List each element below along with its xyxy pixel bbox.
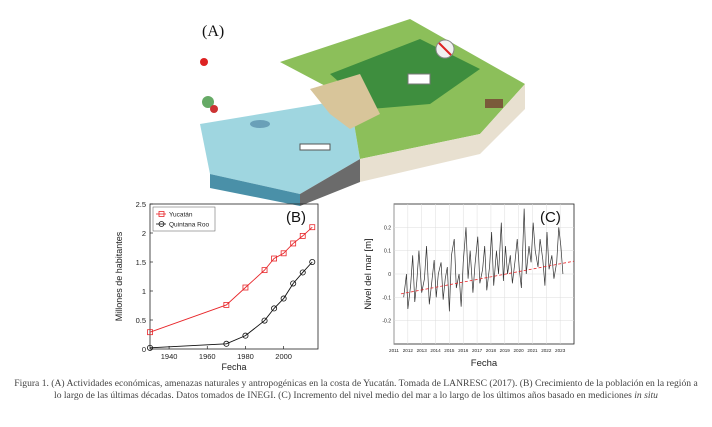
x-tick-label: 2018 [486, 348, 497, 353]
cattle-icon [485, 99, 503, 108]
x-tick-label: 2023 [555, 348, 566, 353]
x-axis-label: Fecha [221, 362, 246, 370]
data-point [147, 329, 153, 336]
data-point [223, 340, 230, 347]
land-side-dark [300, 159, 360, 206]
y-axis-label: Nivel del mar [m] [363, 238, 374, 309]
legend-marker [158, 221, 165, 227]
data-point [309, 224, 316, 231]
y-tick-label: -0.1 [382, 295, 391, 301]
data-point [242, 284, 249, 291]
sea-level-series-line [403, 208, 564, 312]
coastal-illustration: (A) [200, 19, 525, 206]
panel-a-label: (A) [202, 23, 224, 40]
panel-c-label: (C) [540, 209, 561, 226]
x-tick-label: 2011 [389, 348, 399, 353]
x-tick-label: 1960 [199, 352, 216, 361]
x-tick-label: 2017 [472, 348, 483, 353]
x-tick-label: 2016 [458, 348, 469, 353]
dolphin-icon [250, 120, 270, 128]
y-tick-label: 0.5 [136, 316, 146, 325]
town-area [310, 74, 380, 129]
x-axis-label: Fecha [471, 358, 498, 369]
sea-surface [200, 99, 360, 194]
data-point [309, 259, 316, 266]
data-point [290, 280, 297, 287]
legend-marker [158, 211, 165, 217]
x-tick-label: 2021 [527, 348, 538, 353]
y-axis-label: Millones de habitantes [114, 231, 124, 321]
data-point [280, 250, 287, 257]
data-point [280, 295, 287, 302]
x-tick-label: 2015 [444, 348, 455, 353]
y-tick-label: -0.2 [382, 319, 391, 325]
x-tick-label: 2019 [500, 348, 511, 353]
figure-caption: Figura 1. (A) Actividades económicas, am… [10, 378, 702, 402]
data-point [271, 305, 278, 312]
legend-label: Yucatán [169, 212, 193, 219]
panel-b-label: (B) [286, 209, 306, 226]
legend-label: Quintana Roo [169, 222, 209, 229]
x-tick-label: 2013 [417, 348, 428, 353]
data-point [223, 302, 230, 308]
plot-frame [149, 203, 319, 350]
data-point [299, 269, 306, 276]
boat-icon [299, 143, 331, 151]
y-tick-label: 1.5 [136, 258, 146, 267]
bubble-icon [202, 96, 214, 108]
population-chart: 0 0.5 1 1.5 2 2.5 1940 1960 1980 2000 Fecha Millone… [114, 200, 319, 370]
x-tick-label: 1940 [161, 352, 178, 361]
y-tick-label: 0.1 [384, 249, 391, 255]
data-point [242, 332, 249, 339]
x-tick-label: 2020 [513, 348, 524, 353]
x-tick-label: 2000 [275, 352, 292, 361]
y-tick-label: 2 [142, 229, 146, 238]
y-tick-label: 0 [388, 272, 391, 278]
y-tick-label: 0.2 [384, 225, 391, 231]
data-point [290, 240, 297, 247]
building-icon [407, 73, 431, 85]
x-tick-label: 2022 [541, 348, 552, 353]
series-line-quintana-roo [149, 261, 313, 349]
red-marker-icon [210, 105, 218, 113]
data-point [261, 317, 268, 324]
x-tick-label: 2012 [403, 348, 414, 353]
hurricane-icon [200, 58, 208, 66]
y-tick-label: 2.5 [136, 200, 146, 209]
data-point [271, 255, 277, 262]
land-side-face [360, 84, 525, 182]
y-tick-label: 0 [142, 345, 146, 354]
series-line-yucatan [149, 226, 313, 333]
data-point [147, 344, 154, 351]
y-tick-label: 1 [142, 287, 146, 296]
chart-legend: Yucatán Quintana Roo [152, 206, 216, 232]
sea-level-chart: 2011 2012 2013 2014 2015 2016 2017 2018 2019 2020… [363, 203, 575, 369]
caption-text: Figura 1. (A) Actividades económicas, am… [14, 378, 698, 401]
trend-line [400, 260, 575, 295]
legend-box [152, 206, 216, 232]
data-point [299, 233, 306, 239]
sea-front [210, 174, 300, 206]
caption-italic: in situ [634, 390, 658, 401]
data-point [261, 267, 268, 274]
x-tick-label: 1980 [237, 352, 254, 361]
x-tick-label: 2014 [430, 348, 441, 353]
